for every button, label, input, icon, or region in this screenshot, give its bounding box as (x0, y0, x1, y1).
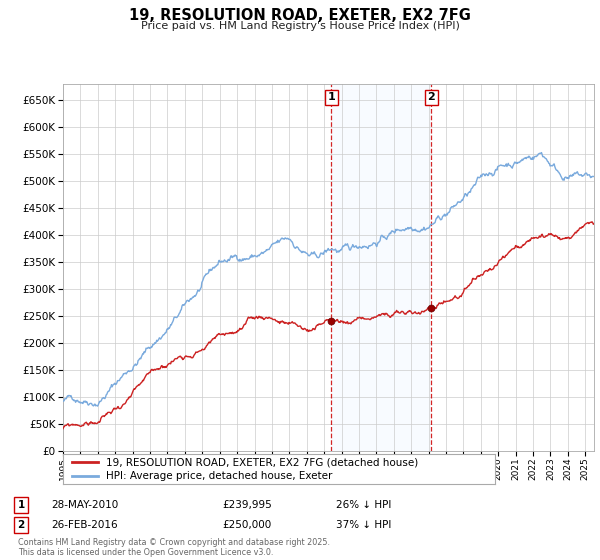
Text: £239,995: £239,995 (222, 500, 272, 510)
Text: 26-FEB-2016: 26-FEB-2016 (51, 520, 118, 530)
Text: 37% ↓ HPI: 37% ↓ HPI (336, 520, 391, 530)
Text: 26% ↓ HPI: 26% ↓ HPI (336, 500, 391, 510)
Text: 2: 2 (427, 92, 435, 102)
Text: HPI: Average price, detached house, Exeter: HPI: Average price, detached house, Exet… (106, 471, 332, 481)
Bar (331, 84, 431, 451)
Text: 1: 1 (17, 500, 25, 510)
Text: 19, RESOLUTION ROAD, EXETER, EX2 7FG (detached house): 19, RESOLUTION ROAD, EXETER, EX2 7FG (de… (106, 457, 418, 467)
Text: Contains HM Land Registry data © Crown copyright and database right 2025.
This d: Contains HM Land Registry data © Crown c… (18, 538, 330, 557)
Text: 28-MAY-2010: 28-MAY-2010 (51, 500, 118, 510)
Text: 19, RESOLUTION ROAD, EXETER, EX2 7FG: 19, RESOLUTION ROAD, EXETER, EX2 7FG (129, 8, 471, 24)
Text: Price paid vs. HM Land Registry's House Price Index (HPI): Price paid vs. HM Land Registry's House … (140, 21, 460, 31)
Text: 2: 2 (17, 520, 25, 530)
Text: 1: 1 (328, 92, 335, 102)
Text: £250,000: £250,000 (222, 520, 271, 530)
